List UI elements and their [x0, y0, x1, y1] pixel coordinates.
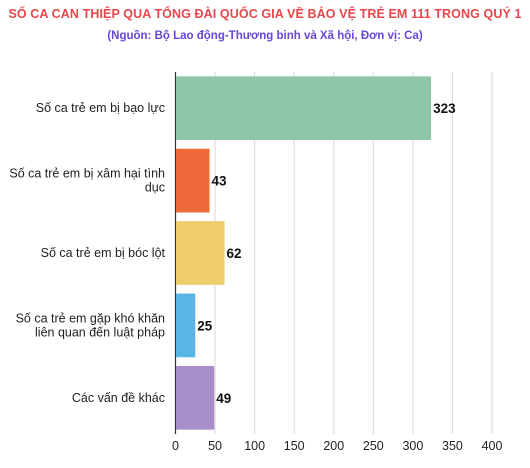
value-label: 323 — [433, 101, 456, 116]
x-tick-label: 50 — [208, 439, 222, 453]
chart-title: SỐ CA CAN THIỆP QUA TỔNG ĐÀI QUỐC GIA VỀ… — [8, 7, 522, 21]
x-tick-label: 200 — [323, 439, 344, 453]
category-label: Các vấn đề khác — [72, 391, 165, 405]
value-labels: 323 43 62 25 49 — [197, 101, 456, 406]
category-label: Số ca trẻ em bị bạo lực — [36, 101, 165, 115]
value-label: 25 — [197, 318, 213, 333]
x-tick-label: 100 — [244, 439, 265, 453]
value-label: 43 — [212, 174, 228, 189]
bar — [176, 293, 196, 358]
bar — [176, 148, 210, 213]
category-label: Số ca trẻ em bị bóc lột — [41, 246, 166, 260]
category-labels: Số ca trẻ em bị bạo lực Số ca trẻ em bị x… — [9, 101, 165, 405]
bars — [176, 76, 432, 430]
value-label: 62 — [227, 246, 242, 261]
value-label: 49 — [216, 391, 231, 406]
x-tick-label: 250 — [363, 439, 384, 453]
x-tick-label: 400 — [482, 439, 503, 453]
x-tick-label: 350 — [442, 439, 463, 453]
x-tick-label: 0 — [172, 439, 179, 453]
category-label: Số ca trẻ em gặp khó khăn liên quan đến l… — [16, 311, 165, 339]
x-tick-label: 150 — [284, 439, 305, 453]
bar — [176, 76, 432, 141]
bar — [176, 365, 215, 430]
chart-subtitle: (Nguồn: Bộ Lao động-Thương binh và Xã hộ… — [107, 30, 423, 42]
category-label: Số ca trẻ em bị xâm hại tình dục — [9, 167, 165, 195]
x-axis-ticks: 0 50 100 150 200 250 300 350 400 — [172, 439, 502, 453]
bar — [176, 221, 225, 285]
x-tick-label: 300 — [402, 439, 423, 453]
